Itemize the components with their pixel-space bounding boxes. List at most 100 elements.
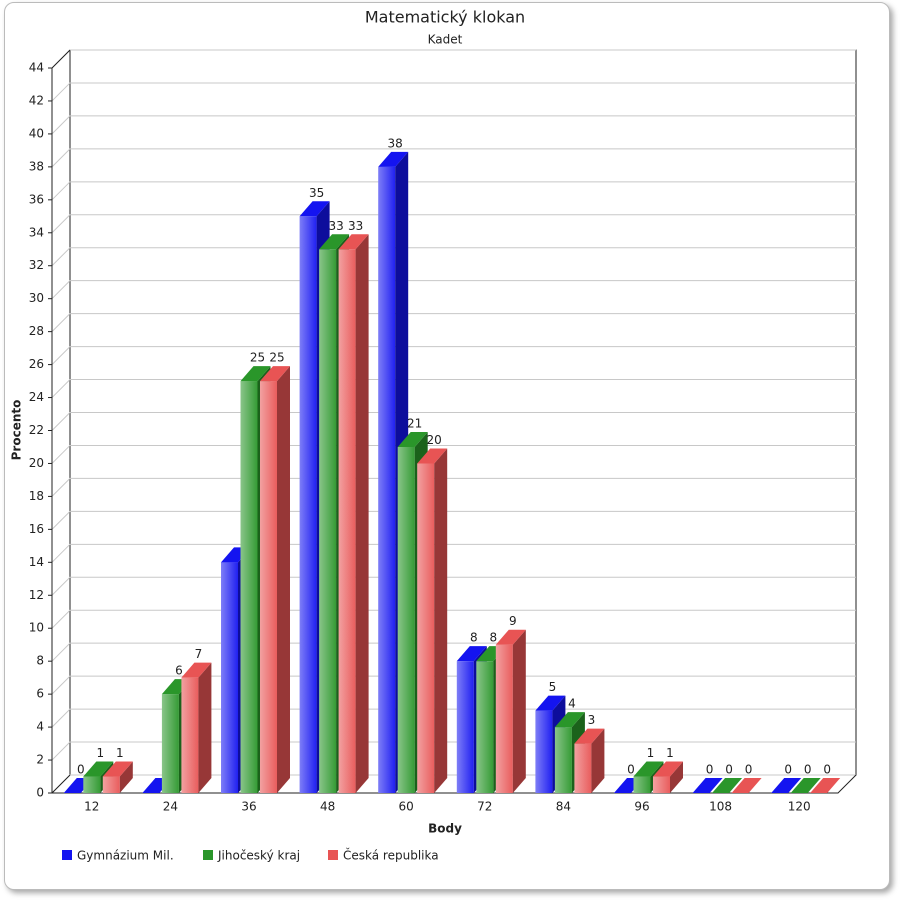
x-tick-label: 36 [241,800,256,814]
bar-side [198,662,212,793]
y-tick-label: 0 [36,786,44,800]
bar-side [277,366,290,793]
value-label: 1 [116,746,124,760]
bar-top [417,448,448,464]
x-tick-label: 72 [477,800,492,814]
axis-line [51,49,857,794]
bar-top [299,201,330,217]
bar-top [378,151,409,167]
y-tick-label: 4 [36,720,44,734]
chart-subtitle: Kadet [428,33,463,47]
bar-top [83,761,114,777]
bar [653,776,670,793]
y-tick-label: 36 [29,192,44,206]
bar-top [397,431,428,447]
value-label: 0 [804,763,812,777]
grid-line [51,181,856,201]
y-tick-label: 24 [29,390,44,404]
bar-top [554,712,585,728]
bar [83,776,101,793]
bar-side [434,448,448,793]
y-tick-label: 18 [29,489,44,503]
y-tick-label: 2 [36,753,44,767]
grid-line [51,49,856,69]
y-tick-label: 42 [29,93,44,107]
value-label: 6 [175,664,183,678]
bar-side [591,728,605,793]
bar [338,249,356,793]
bar-top [495,629,526,645]
y-tick-label: 32 [29,258,44,272]
bar [240,381,258,793]
x-tick-label: 12 [84,800,99,814]
value-label: 20 [427,433,442,447]
value-label: 5 [549,680,557,694]
x-tick-label: 96 [634,800,649,814]
bar-top [810,778,841,793]
bar-side [512,629,526,793]
bar [319,249,337,793]
y-tick-label: 22 [29,423,44,437]
grid-line [51,247,856,267]
grid-line [51,609,856,629]
value-label: 33 [348,219,363,233]
grid-line [51,412,856,431]
value-label: 0 [725,763,733,777]
legend-swatch [203,850,213,860]
bar [378,166,396,793]
y-tick-label: 40 [29,126,44,140]
bar [495,644,513,793]
y-tick-label: 44 [29,61,44,75]
chart-title: Matematický klokan [365,8,525,27]
grid-line [51,675,856,695]
bar-side [670,761,683,793]
bar [102,776,120,793]
bar [397,446,415,793]
grid-line [51,346,856,365]
bar-top [790,778,821,793]
grid-line [51,642,856,662]
value-label: 35 [309,186,324,200]
y-axis-title: Procento [10,400,24,461]
bar [221,562,238,793]
y-tick-label: 38 [29,159,44,173]
y-tick-label: 10 [29,621,44,635]
bar-top [653,761,683,777]
x-axis-title: Body [428,822,462,836]
bar-side [119,761,133,793]
grid-line [51,543,856,563]
x-tick-label: 48 [320,800,335,814]
bar-top [692,778,723,793]
value-label: 33 [328,219,343,233]
bar-top [102,761,133,777]
bar [181,677,199,793]
grid-line [51,379,856,398]
bar [554,727,572,793]
y-tick-label: 30 [29,291,44,305]
grid-line [51,82,856,102]
bar-top [731,778,762,793]
bar [260,381,277,793]
grid-line [51,576,856,596]
value-label: 7 [195,647,203,661]
value-label: 0 [745,763,753,777]
y-tick-label: 12 [29,588,44,602]
bar [456,661,474,793]
legend-label: Česká republika [343,848,439,863]
legend-label: Jihočeský kraj [217,849,300,863]
value-label: 0 [823,763,831,777]
grid-line [51,708,856,728]
value-label: 1 [96,746,104,760]
y-tick-label: 20 [29,456,44,470]
y-tick-label: 8 [36,654,44,668]
grid-line [51,115,856,135]
bar-top [535,695,566,711]
value-label: 8 [489,631,497,645]
value-label: 25 [250,351,265,365]
bar-top [633,761,664,777]
value-label: 1 [666,746,674,760]
bar [574,743,592,793]
value-label: 21 [407,416,422,430]
bar [299,216,317,793]
